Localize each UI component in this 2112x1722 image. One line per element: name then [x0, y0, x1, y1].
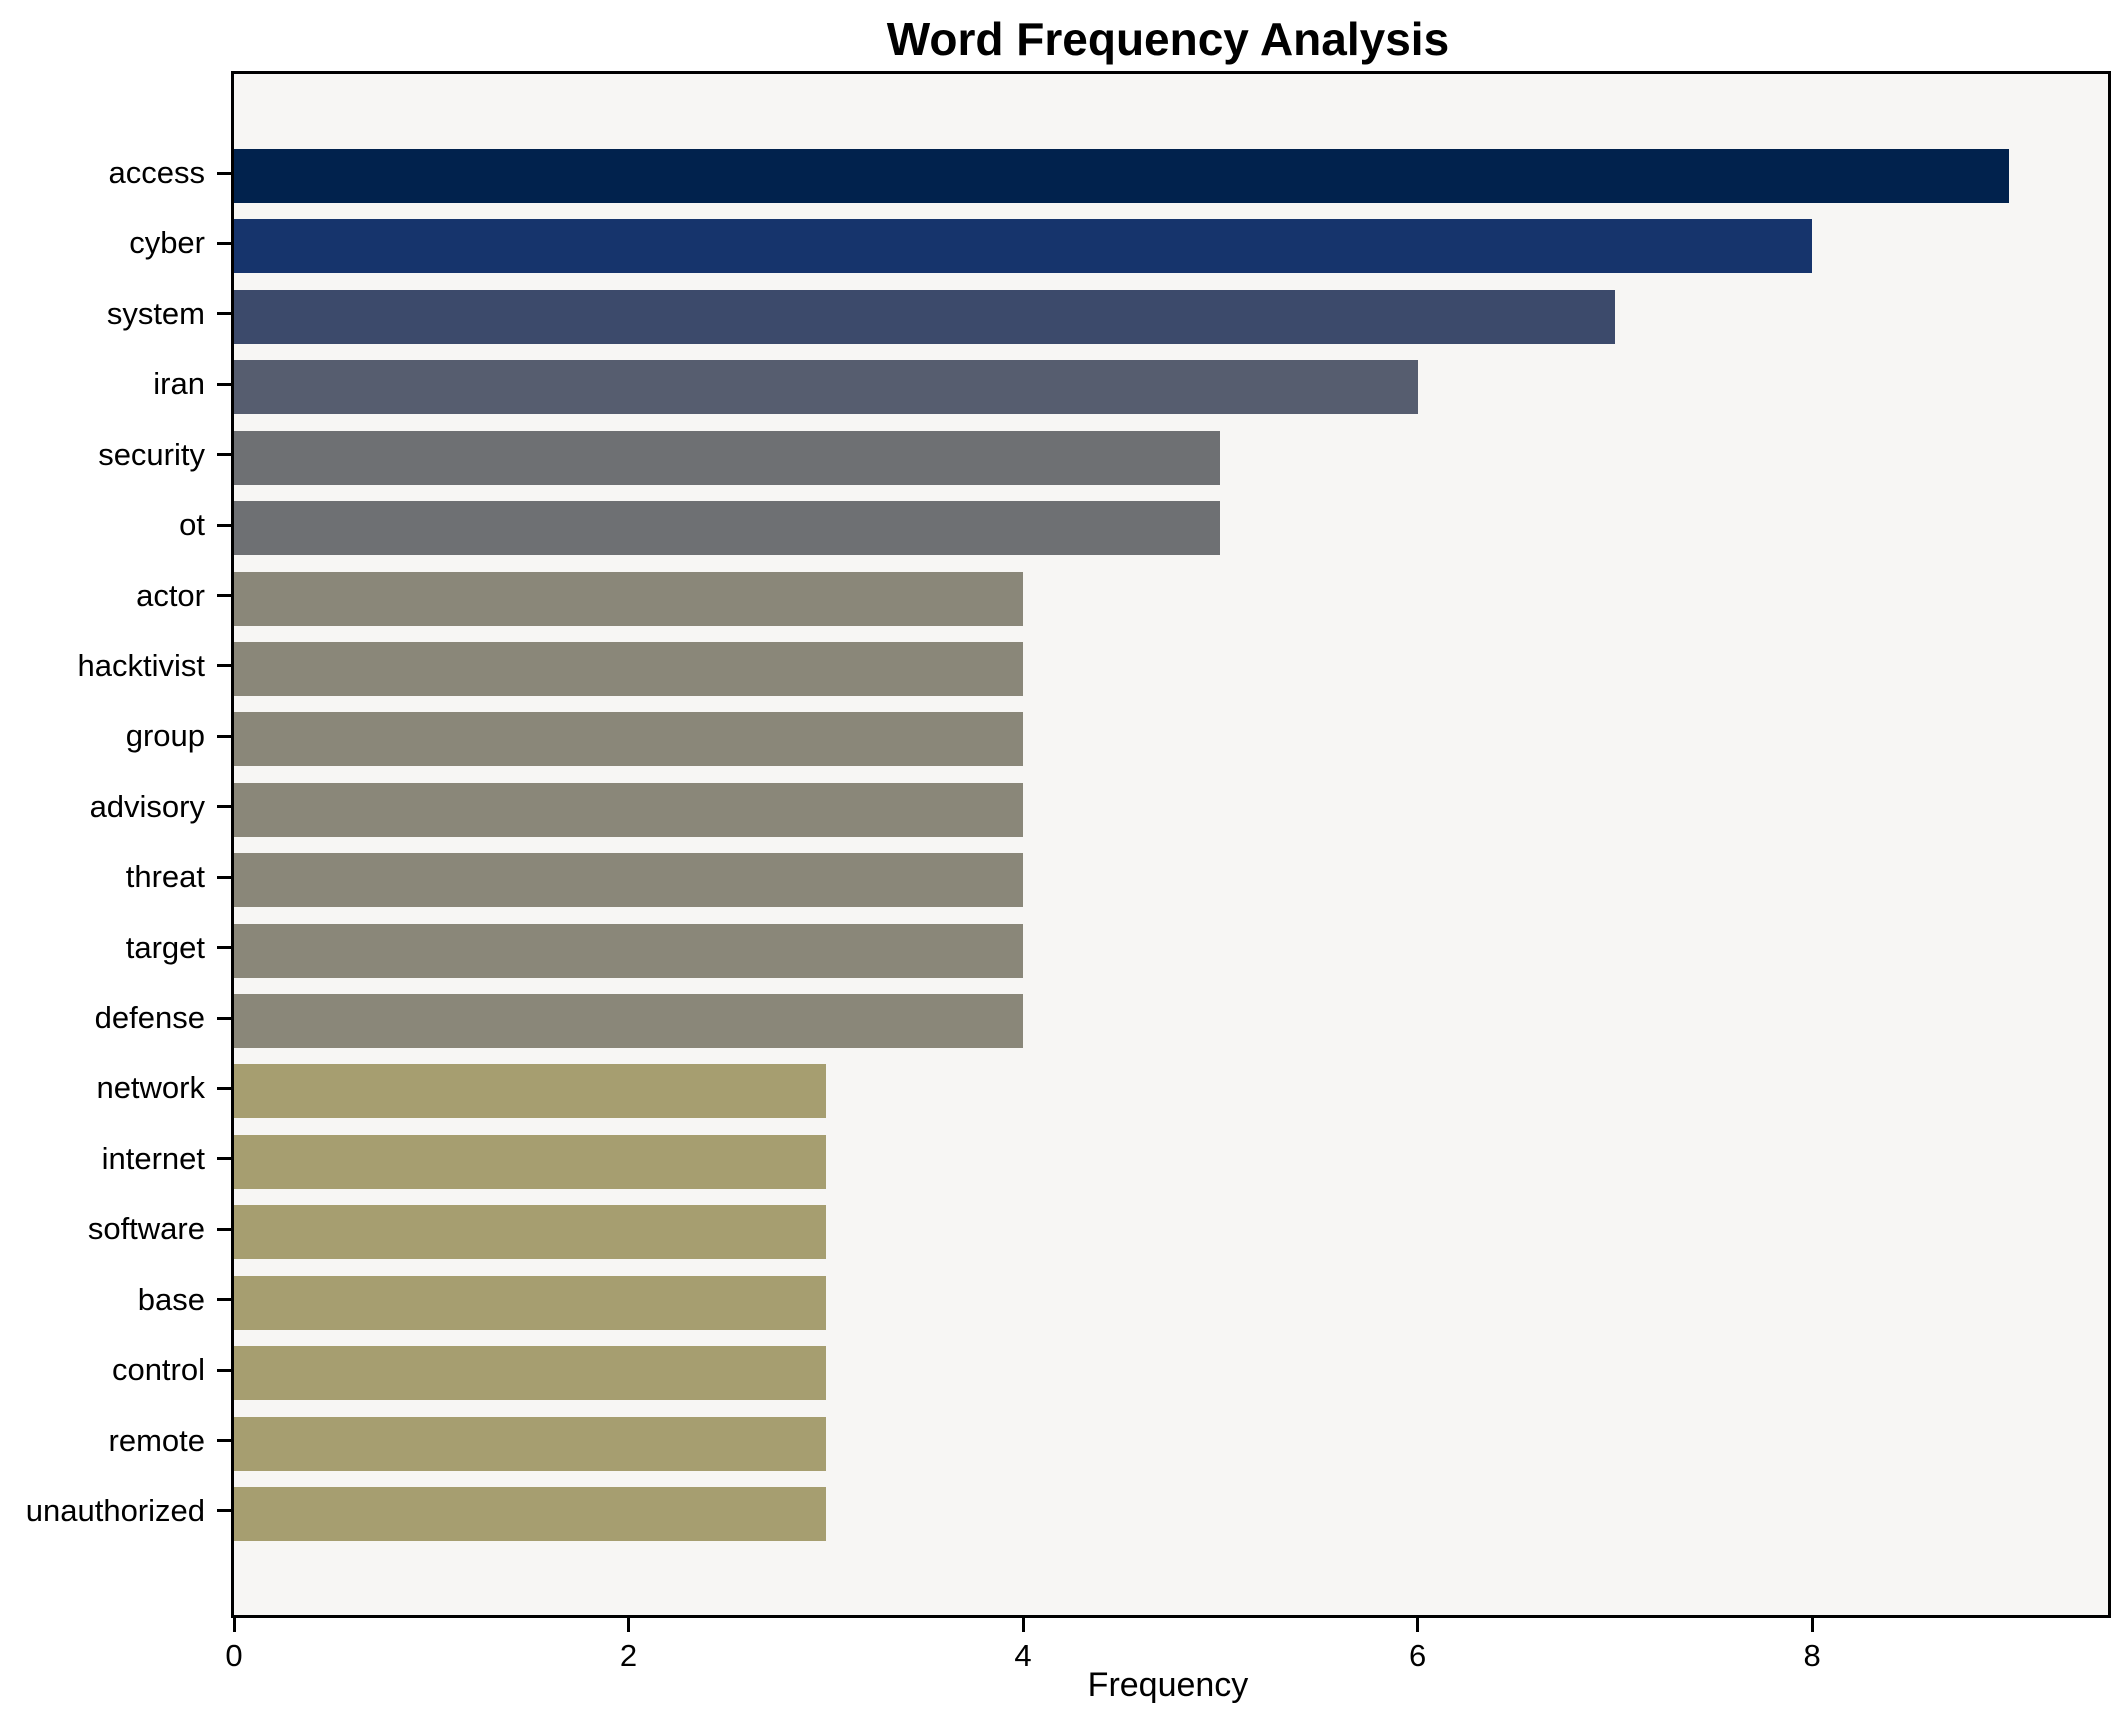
x-tick-mark — [232, 1618, 236, 1632]
bar-access — [234, 149, 2010, 203]
bar-remote — [234, 1416, 826, 1471]
bar-unauthorized — [234, 1486, 826, 1541]
bar-cyber — [234, 219, 1813, 274]
bar-threat — [234, 853, 1024, 908]
y-tick-mark — [217, 1227, 231, 1231]
y-tick-mark — [217, 734, 231, 738]
chart-title: Word Frequency Analysis — [886, 13, 1450, 65]
y-tick-label-security: security — [98, 436, 205, 472]
y-tick-label-ot: ot — [179, 507, 205, 543]
y-tick-mark — [217, 1368, 231, 1372]
bar-network — [234, 1064, 826, 1119]
bar-actor — [234, 571, 1024, 626]
y-tick-mark — [217, 1439, 231, 1443]
y-tick-mark — [217, 1298, 231, 1302]
bar-system — [234, 289, 1615, 344]
y-tick-label-cyber: cyber — [129, 225, 205, 261]
y-tick-mark — [217, 453, 231, 457]
y-tick-label-remote: remote — [108, 1422, 205, 1458]
y-tick-mark — [217, 594, 231, 598]
bar-iran — [234, 360, 1418, 415]
bar-software — [234, 1205, 826, 1260]
y-tick-mark — [217, 1157, 231, 1161]
y-tick-mark — [217, 382, 231, 386]
bar-internet — [234, 1134, 826, 1189]
bar-control — [234, 1346, 826, 1401]
bar-advisory — [234, 782, 1024, 837]
bar-group — [234, 712, 1024, 767]
y-tick-label-defense: defense — [94, 1000, 205, 1036]
y-tick-label-actor: actor — [136, 577, 205, 613]
y-tick-label-internet: internet — [101, 1140, 205, 1176]
x-tick-label-2: 2 — [619, 1638, 638, 1673]
x-tick-mark — [1810, 1618, 1814, 1632]
plot-area — [231, 71, 2111, 1618]
y-tick-mark — [217, 1509, 231, 1513]
bar-ot — [234, 501, 1221, 556]
y-tick-label-unauthorized: unauthorized — [25, 1492, 205, 1528]
bar-target — [234, 923, 1024, 978]
y-tick-mark — [217, 875, 231, 879]
x-tick-label-8: 8 — [1803, 1638, 1821, 1673]
y-tick-label-base: base — [137, 1281, 205, 1317]
bar-hacktivist — [234, 641, 1024, 696]
y-tick-label-control: control — [111, 1352, 205, 1388]
y-tick-label-network: network — [96, 1070, 205, 1106]
y-tick-label-target: target — [125, 929, 205, 965]
x-tick-label-4: 4 — [1014, 1638, 1032, 1673]
y-tick-label-threat: threat — [125, 859, 205, 895]
bar-base — [234, 1275, 826, 1330]
y-tick-label-iran: iran — [153, 366, 205, 402]
y-tick-label-access: access — [108, 155, 205, 190]
y-tick-mark — [217, 664, 231, 668]
x-axis-label: Frequency — [1087, 1666, 1249, 1704]
y-tick-mark — [217, 1086, 231, 1090]
x-tick-mark — [1021, 1618, 1025, 1632]
y-tick-label-advisory: advisory — [89, 788, 205, 824]
y-tick-mark — [217, 946, 231, 950]
x-tick-label-6: 6 — [1408, 1638, 1427, 1673]
y-tick-label-group: group — [125, 718, 205, 754]
x-tick-mark — [627, 1618, 631, 1632]
x-tick-mark — [1416, 1618, 1420, 1632]
y-tick-mark — [217, 805, 231, 809]
y-tick-mark — [217, 523, 231, 527]
bar-security — [234, 430, 1221, 485]
y-tick-mark — [217, 241, 231, 245]
bar-defense — [234, 994, 1024, 1049]
y-tick-label-hacktivist: hacktivist — [77, 647, 205, 683]
x-tick-label-0: 0 — [225, 1638, 243, 1673]
y-tick-mark — [217, 312, 231, 316]
y-tick-label-software: software — [87, 1211, 205, 1247]
y-tick-label-system: system — [106, 295, 205, 331]
y-tick-mark — [217, 171, 231, 175]
y-tick-mark — [217, 1016, 231, 1020]
